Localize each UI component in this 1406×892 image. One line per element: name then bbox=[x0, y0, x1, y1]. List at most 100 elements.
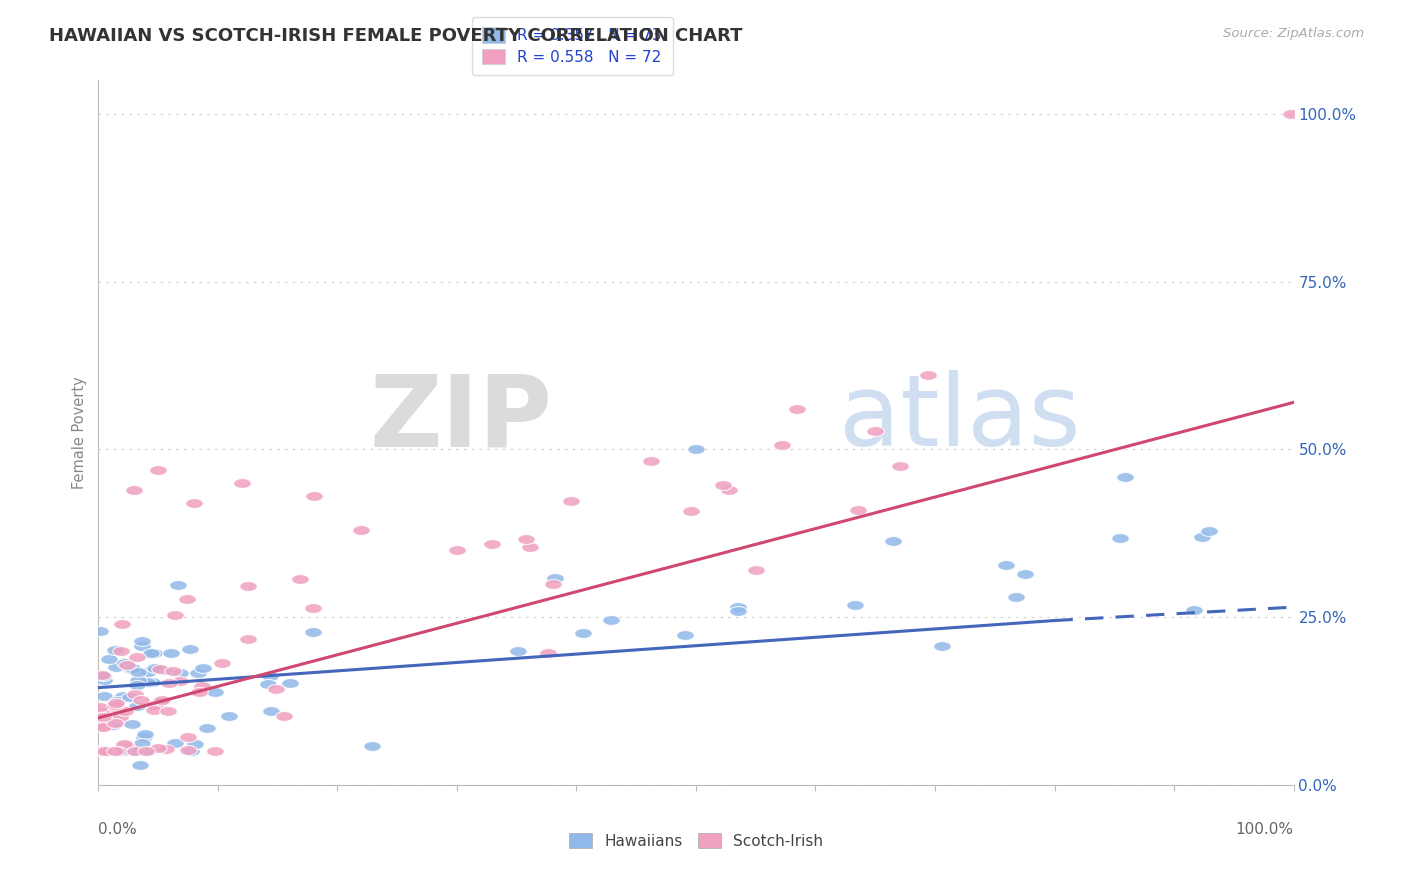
Point bbox=[90, 705, 112, 719]
Point bbox=[1279, 107, 1302, 121]
Text: 0.0%: 0.0% bbox=[98, 822, 138, 838]
Point bbox=[165, 736, 187, 750]
Point bbox=[882, 534, 904, 549]
Point bbox=[101, 718, 124, 732]
Text: Source: ZipAtlas.com: Source: ZipAtlas.com bbox=[1223, 27, 1364, 40]
Point bbox=[97, 652, 120, 666]
Point bbox=[193, 660, 215, 674]
Point bbox=[717, 483, 740, 498]
Point bbox=[745, 563, 768, 577]
Point bbox=[89, 742, 111, 756]
Point bbox=[770, 438, 793, 452]
Point bbox=[191, 679, 214, 693]
Point bbox=[673, 628, 696, 642]
Point bbox=[1014, 566, 1036, 581]
Point bbox=[141, 646, 163, 660]
Point bbox=[131, 639, 153, 653]
Point bbox=[1114, 470, 1136, 484]
Point bbox=[89, 744, 111, 758]
Point bbox=[302, 600, 325, 615]
Point bbox=[238, 632, 260, 647]
Point bbox=[288, 572, 311, 586]
Point bbox=[121, 744, 143, 758]
Point bbox=[273, 709, 295, 723]
Point bbox=[114, 656, 136, 670]
Point bbox=[131, 736, 153, 750]
Point bbox=[179, 642, 201, 657]
Y-axis label: Female Poverty: Female Poverty bbox=[72, 376, 87, 489]
Point bbox=[863, 424, 886, 438]
Point bbox=[127, 673, 149, 688]
Point bbox=[931, 639, 953, 653]
Point bbox=[91, 720, 114, 734]
Point bbox=[91, 669, 114, 683]
Point bbox=[599, 613, 621, 627]
Point bbox=[481, 537, 503, 551]
Point bbox=[180, 744, 202, 758]
Point bbox=[169, 665, 191, 680]
Point bbox=[162, 664, 184, 678]
Point bbox=[125, 678, 148, 692]
Point bbox=[93, 744, 115, 758]
Point bbox=[104, 744, 127, 758]
Point bbox=[124, 483, 146, 497]
Legend: Hawaiians, Scotch-Irish: Hawaiians, Scotch-Irish bbox=[562, 827, 830, 855]
Point bbox=[204, 685, 226, 699]
Point bbox=[169, 673, 191, 688]
Point bbox=[115, 657, 138, 672]
Point bbox=[110, 744, 132, 758]
Point bbox=[350, 523, 373, 537]
Point bbox=[1005, 590, 1028, 604]
Point bbox=[91, 709, 114, 723]
Point bbox=[506, 644, 529, 658]
Point bbox=[111, 689, 134, 703]
Point bbox=[446, 543, 468, 558]
Point bbox=[544, 570, 567, 584]
Point bbox=[104, 698, 127, 712]
Point bbox=[136, 744, 159, 758]
Point bbox=[121, 717, 143, 731]
Point bbox=[260, 704, 283, 718]
Point bbox=[135, 744, 157, 758]
Point bbox=[176, 730, 198, 744]
Text: 100.0%: 100.0% bbox=[1236, 822, 1294, 838]
Point bbox=[259, 669, 281, 683]
Point bbox=[177, 743, 200, 757]
Point bbox=[135, 674, 157, 689]
Point bbox=[156, 704, 179, 718]
Point bbox=[104, 642, 127, 657]
Point bbox=[129, 692, 152, 706]
Point bbox=[107, 744, 129, 758]
Text: atlas: atlas bbox=[839, 370, 1081, 467]
Point bbox=[108, 710, 131, 724]
Point bbox=[134, 726, 156, 740]
Point bbox=[266, 681, 288, 696]
Point bbox=[124, 687, 146, 701]
Point bbox=[104, 700, 127, 714]
Point bbox=[89, 699, 111, 714]
Point bbox=[159, 676, 181, 690]
Point bbox=[120, 662, 142, 676]
Point bbox=[541, 576, 564, 591]
Point bbox=[176, 592, 198, 607]
Point bbox=[104, 659, 127, 673]
Point bbox=[159, 646, 181, 660]
Point bbox=[105, 694, 128, 708]
Point bbox=[184, 737, 207, 751]
Point bbox=[727, 604, 749, 618]
Point bbox=[136, 665, 159, 680]
Point bbox=[91, 668, 114, 682]
Point bbox=[128, 757, 150, 772]
Point bbox=[1198, 524, 1220, 539]
Point bbox=[150, 693, 173, 707]
Point bbox=[889, 459, 911, 474]
Point bbox=[917, 368, 939, 382]
Point bbox=[231, 475, 253, 490]
Point bbox=[89, 624, 111, 638]
Point bbox=[218, 709, 240, 723]
Point bbox=[142, 703, 165, 717]
Point bbox=[195, 721, 218, 735]
Point bbox=[124, 744, 146, 758]
Point bbox=[236, 579, 259, 593]
Point bbox=[727, 599, 749, 614]
